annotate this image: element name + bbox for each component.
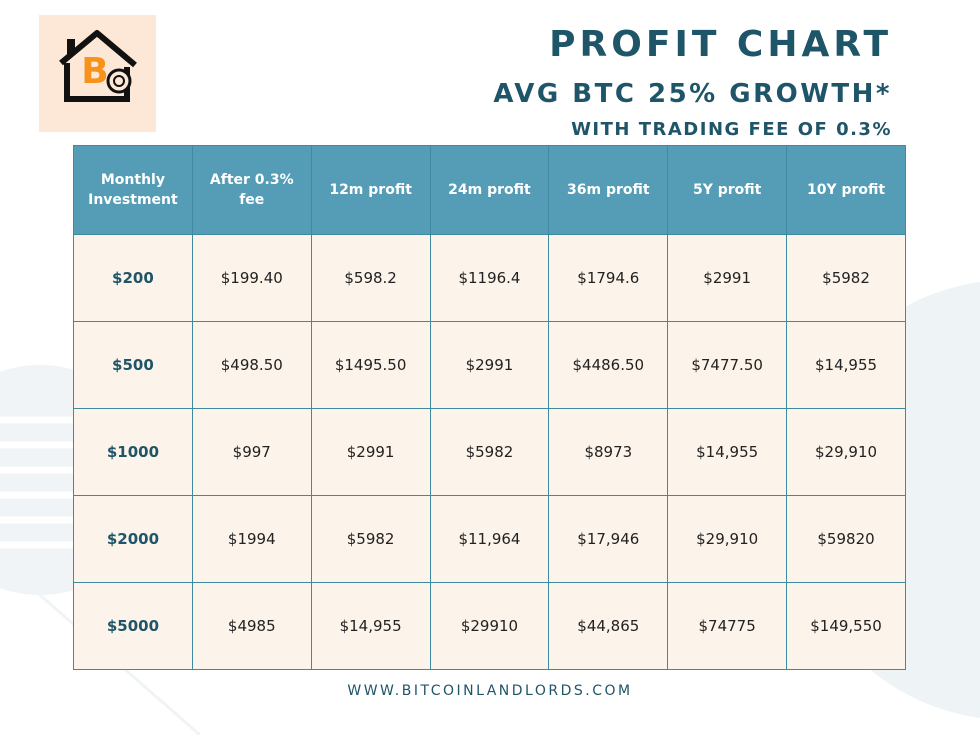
table-cell: $200 (73, 234, 193, 322)
page-subtitle: AVG BTC 25% GROWTH* (493, 79, 892, 109)
table-cell: $5982 (786, 234, 906, 322)
page-title: PROFIT CHART (549, 24, 892, 65)
table-cell: $1794.6 (548, 234, 669, 322)
table-cell: $5000 (73, 582, 193, 670)
column-header: 36m profit (548, 145, 669, 235)
table-cell: $14,955 (667, 408, 788, 496)
table-cell: $7477.50 (667, 321, 788, 409)
table-cell: $8973 (548, 408, 669, 496)
table-cell: $1196.4 (429, 234, 550, 322)
table-cell: $29,910 (667, 495, 788, 583)
svg-text:B: B (81, 51, 108, 92)
website-link[interactable]: WWW.BITCOINLANDLORDS.COM (347, 683, 633, 699)
table-cell: $500 (73, 321, 193, 409)
table-row: $5000 $4985 $14,955 $29910 $44,865 $7477… (73, 582, 906, 670)
table-cell: $17,946 (548, 495, 669, 583)
table-cell: $498.50 (191, 321, 312, 409)
column-header: 5Y profit (667, 145, 788, 235)
table-cell: $4486.50 (548, 321, 669, 409)
table-cell: $1000 (73, 408, 193, 496)
table-cell: $5982 (310, 495, 431, 583)
table-cell: $598.2 (310, 234, 431, 322)
table-cell: $74775 (667, 582, 788, 670)
table-row: $1000 $997 $2991 $5982 $8973 $14,955 $29… (73, 408, 906, 496)
column-header: 24m profit (429, 145, 550, 235)
table-cell: $59820 (786, 495, 906, 583)
table-cell: $2991 (667, 234, 788, 322)
logo: B (39, 15, 156, 132)
table-cell: $149,550 (786, 582, 906, 670)
table-cell: $1495.50 (310, 321, 431, 409)
column-header: Monthly Investment (73, 145, 193, 235)
table-row: $500 $498.50 $1495.50 $2991 $4486.50 $74… (73, 321, 906, 409)
table-cell: $11,964 (429, 495, 550, 583)
title-block: PROFIT CHART AVG BTC 25% GROWTH* WITH TR… (493, 22, 892, 142)
table-cell: $2991 (429, 321, 550, 409)
table-cell: $29910 (429, 582, 550, 670)
table-cell: $2000 (73, 495, 193, 583)
table-row: $2000 $1994 $5982 $11,964 $17,946 $29,91… (73, 495, 906, 583)
table-cell: $44,865 (548, 582, 669, 670)
table-cell: $14,955 (786, 321, 906, 409)
table-cell: $14,955 (310, 582, 431, 670)
table-cell: $29,910 (786, 408, 906, 496)
table-cell: $997 (191, 408, 312, 496)
profit-table: Monthly Investment After 0.3% fee 12m pr… (73, 145, 906, 670)
column-header: 10Y profit (786, 145, 906, 235)
table-header-row: Monthly Investment After 0.3% fee 12m pr… (73, 145, 906, 235)
column-header: After 0.3% fee (191, 145, 312, 235)
house-bitcoin-icon: B (59, 30, 137, 102)
column-header: 12m profit (310, 145, 431, 235)
table-cell: $5982 (429, 408, 550, 496)
table-cell: $199.40 (191, 234, 312, 322)
table-cell: $1994 (191, 495, 312, 583)
table-cell: $2991 (310, 408, 431, 496)
table-row: $200 $199.40 $598.2 $1196.4 $1794.6 $299… (73, 234, 906, 322)
fee-note: WITH TRADING FEE OF 0.3% (571, 119, 892, 140)
table-cell: $4985 (191, 582, 312, 670)
